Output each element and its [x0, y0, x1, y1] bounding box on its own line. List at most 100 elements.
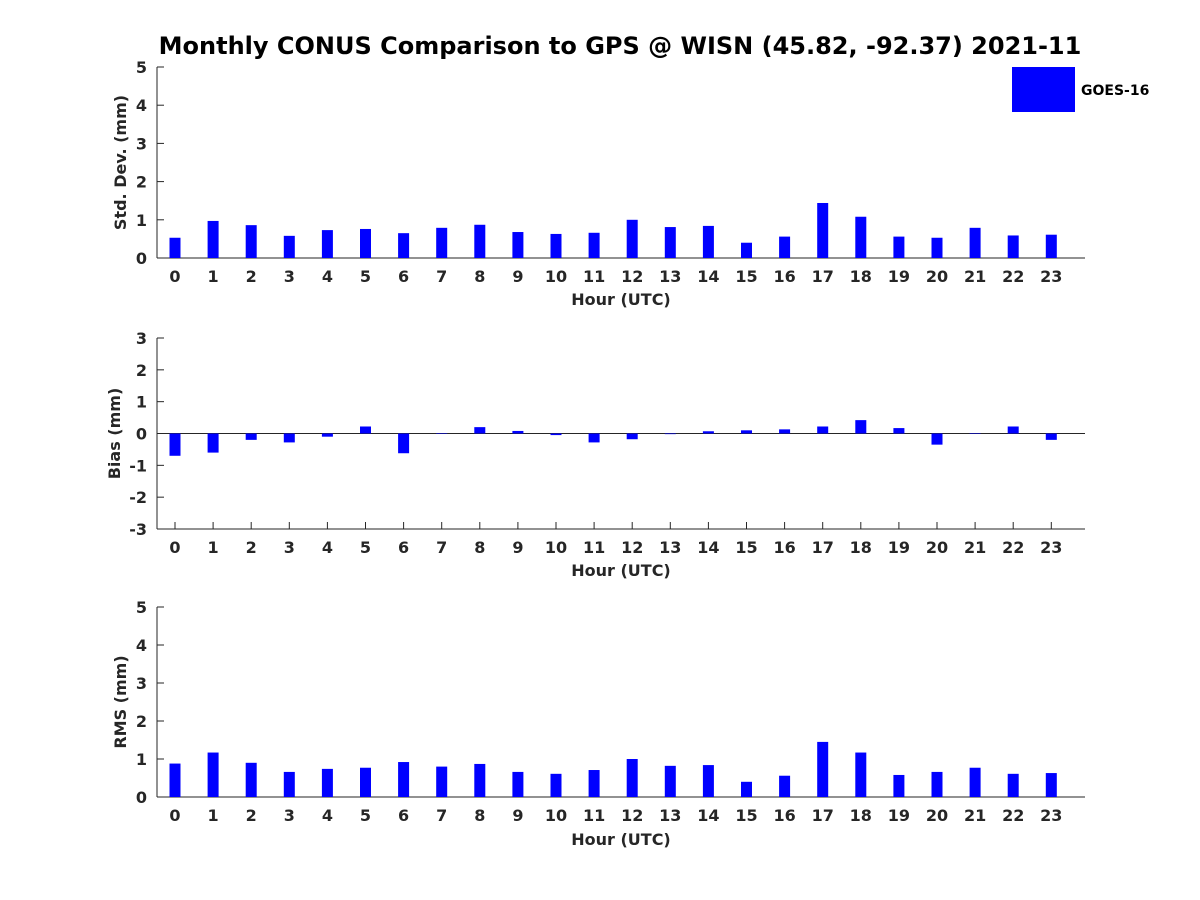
std-dev-bar-hour-12 — [626, 219, 638, 258]
std-dev-bar-hour-5 — [360, 228, 371, 258]
bias-bar-hour-12 — [626, 433, 638, 440]
bias-bar-hour-8 — [474, 427, 486, 434]
bias-x-tick-label: 14 — [697, 538, 719, 557]
rms-x-tick-label: 14 — [697, 806, 719, 825]
std-dev-x-tick-label: 11 — [583, 267, 605, 286]
bias-x-tick-label: 7 — [436, 538, 447, 557]
bias-bar-hour-14 — [702, 431, 714, 434]
std-dev-bar-hour-1 — [207, 220, 219, 258]
bias-bar-hour-0 — [169, 433, 181, 456]
rms-x-label: Hour (UTC) — [571, 830, 671, 849]
bias-bar-hour-22 — [1007, 426, 1019, 434]
rms-x-tick-label: 13 — [659, 806, 681, 825]
bias-x-tick-label: 9 — [512, 538, 523, 557]
rms-y-tick-label: 5 — [136, 598, 147, 617]
rms-bar-hour-3 — [283, 771, 295, 797]
std-dev-bar-hour-18 — [855, 216, 867, 258]
bias-bar-hour-1 — [207, 433, 219, 453]
std-dev-bar-hour-6 — [398, 233, 410, 258]
bias-x-tick-label: 8 — [474, 538, 485, 557]
std-dev-bar-hour-13 — [664, 227, 676, 258]
std-dev-bar-hour-9 — [512, 232, 524, 258]
std-dev-x-label: Hour (UTC) — [571, 290, 671, 309]
bias-bar-hour-20 — [931, 433, 943, 445]
bias-x-tick-label: 1 — [208, 538, 219, 557]
std-dev-x-tick-label: 7 — [436, 267, 447, 286]
rms-x-tick-label: 15 — [735, 806, 757, 825]
rms-x-tick-label: 21 — [964, 806, 986, 825]
bias-x-tick-label: 3 — [284, 538, 295, 557]
bias-y-label: Bias (mm) — [105, 388, 124, 480]
bias-x-tick-label: 22 — [1002, 538, 1024, 557]
std-dev-x-tick-label: 19 — [888, 267, 910, 286]
rms-y-tick-label: 0 — [136, 788, 147, 807]
bias-x-tick-label: 23 — [1040, 538, 1062, 557]
std-dev-x-tick-label: 17 — [812, 267, 834, 286]
rms-y-tick-label: 3 — [136, 674, 147, 693]
bias-x-tick-label: 17 — [812, 538, 834, 557]
std-dev-y-tick-label: 1 — [136, 211, 147, 230]
rms-x-tick-label: 12 — [621, 806, 643, 825]
rms-bar-hour-10 — [550, 773, 562, 797]
bias-y-tick-label: -1 — [129, 456, 147, 475]
rms-x-tick-label: 11 — [583, 806, 605, 825]
rms-x-tick-label: 9 — [512, 806, 523, 825]
rms-x-tick-label: 10 — [545, 806, 567, 825]
bias-x-tick-label: 12 — [621, 538, 643, 557]
bias-x-tick-label: 15 — [735, 538, 757, 557]
rms-y-tick-label: 2 — [136, 712, 147, 731]
std-dev-x-tick-label: 0 — [169, 267, 180, 286]
rms-x-tick-label: 2 — [246, 806, 257, 825]
std-dev-y-tick-label: 0 — [136, 249, 147, 268]
bias-bar-hour-2 — [245, 433, 257, 440]
std-dev-y-tick-label: 4 — [136, 96, 147, 115]
std-dev-x-tick-label: 16 — [773, 267, 795, 286]
rms-x-tick-label: 4 — [322, 806, 333, 825]
bias-bar-hour-15 — [741, 430, 752, 434]
std-dev-x-tick-label: 2 — [246, 267, 257, 286]
rms-x-tick-label: 3 — [284, 806, 295, 825]
std-dev-x-tick-label: 20 — [926, 267, 948, 286]
std-dev-bar-hour-16 — [779, 236, 791, 258]
std-dev-bar-hour-22 — [1007, 235, 1019, 258]
rms-x-tick-label: 16 — [773, 806, 795, 825]
rms-bar-hour-6 — [398, 762, 410, 797]
bias-x-tick-label: 18 — [850, 538, 872, 557]
bias-bar-hour-10 — [550, 433, 562, 436]
legend-label: GOES-16 — [1081, 83, 1149, 99]
rms-y-tick-label: 1 — [136, 750, 147, 769]
bias-x-tick-label: 20 — [926, 538, 948, 557]
bias-y-tick-label: 2 — [136, 361, 147, 380]
rms-bar-hour-17 — [817, 741, 829, 797]
rms-x-tick-label: 22 — [1002, 806, 1024, 825]
std-dev-x-tick-label: 21 — [964, 267, 986, 286]
bias-x-tick-label: 4 — [322, 538, 333, 557]
rms-bar-hour-11 — [588, 770, 600, 797]
bias-x-tick-label: 13 — [659, 538, 681, 557]
std-dev-bar-hour-20 — [931, 237, 943, 258]
std-dev-x-tick-label: 3 — [284, 267, 295, 286]
bias-x-label: Hour (UTC) — [571, 561, 671, 580]
rms-bar-hour-20 — [931, 771, 943, 797]
bias-y-tick-label: -2 — [129, 488, 147, 507]
bias-x-tick-label: 10 — [545, 538, 567, 557]
std-dev-y-tick-label: 2 — [136, 173, 147, 192]
rms-bar-hour-1 — [207, 752, 219, 797]
std-dev-x-tick-label: 10 — [545, 267, 567, 286]
rms-y-tick-label: 4 — [136, 636, 147, 655]
bias-bar-hour-13 — [664, 433, 676, 435]
bias-bar-hour-16 — [779, 429, 791, 434]
bias-bar-hour-19 — [893, 428, 905, 434]
rms-bar-hour-8 — [474, 763, 486, 797]
rms-y-label: RMS (mm) — [111, 655, 130, 748]
std-dev-bar-hour-7 — [436, 227, 448, 258]
std-dev-x-tick-label: 8 — [474, 267, 485, 286]
std-dev-bar-hour-15 — [741, 242, 752, 258]
rms-x-tick-label: 23 — [1040, 806, 1062, 825]
std-dev-x-tick-label: 6 — [398, 267, 409, 286]
rms-x-tick-label: 7 — [436, 806, 447, 825]
std-dev-bar-hour-2 — [245, 225, 257, 258]
rms-x-tick-label: 17 — [812, 806, 834, 825]
